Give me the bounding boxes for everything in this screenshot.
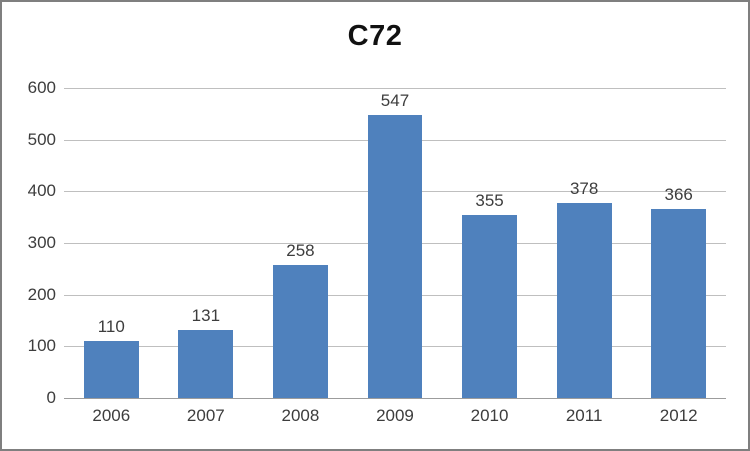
y-tick-label-500: 500 [27, 129, 56, 149]
bar-2008 [272, 264, 328, 398]
y-tick-label-0: 0 [46, 388, 56, 407]
bar-slot-2006: 110 [64, 88, 159, 398]
x-tick-label-2006: 2006 [92, 406, 131, 425]
x-tick-label-2008: 2008 [281, 406, 320, 425]
bar-slot-2012: 366 [631, 88, 726, 398]
bar-2009 [367, 115, 423, 398]
plot-area: 110 131 258 547 355 378 366 [64, 88, 726, 399]
x-tick-label-2011: 2011 [565, 406, 603, 425]
y-tick-label-100: 100 [27, 336, 56, 356]
x-tick-label-2009: 2009 [376, 406, 414, 425]
bar-slot-2009: 547 [348, 88, 443, 398]
bar-value-label-2011: 378 [569, 178, 599, 198]
bar-slot-2007: 131 [159, 88, 254, 398]
gridline-600 [64, 88, 726, 89]
bar-slot-2010: 355 [442, 88, 537, 398]
bar-2012 [651, 208, 707, 398]
chart-title: C72 [347, 20, 403, 52]
bar-value-label-2007: 131 [191, 306, 221, 326]
x-tick-label-2007: 2007 [186, 406, 225, 425]
x-tick-label-2010: 2010 [470, 406, 509, 425]
bar-value-label-2012: 366 [664, 184, 693, 204]
bar-value-label-2010: 355 [475, 190, 504, 210]
y-tick-label-200: 200 [27, 284, 56, 304]
y-tick-label-300: 300 [27, 233, 56, 252]
bar-slot-2011: 378 [537, 88, 632, 398]
y-tick-label-400: 400 [27, 181, 56, 201]
bar-value-label-2006: 110 [97, 317, 125, 337]
x-tick-label-2012: 2012 [659, 406, 698, 425]
bar-value-label-2008: 258 [286, 240, 315, 260]
bar-2007 [178, 330, 234, 398]
y-tick-label-600: 600 [27, 78, 56, 97]
bar-2010 [462, 214, 517, 398]
bar-slot-2008: 258 [253, 88, 348, 398]
bar-2011 [556, 202, 612, 398]
bar-value-label-2009: 547 [380, 91, 410, 111]
bar-2006 [83, 341, 139, 398]
